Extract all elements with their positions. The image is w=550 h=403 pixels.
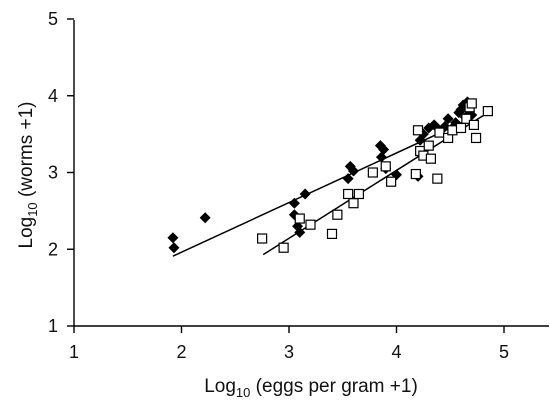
y-tick-label: 5 — [48, 9, 58, 29]
x-tick-label: 2 — [176, 342, 186, 362]
data-point-square — [423, 140, 434, 151]
data-point-square — [332, 209, 343, 220]
data-point-square — [466, 98, 477, 109]
data-point-square — [343, 188, 354, 200]
ticks: 1 2 3 4 5 1 2 3 4 5 — [48, 9, 509, 362]
data-point-diamond — [199, 212, 211, 224]
regression-line-1 — [172, 116, 475, 257]
data-point-diamond — [167, 232, 179, 244]
data-point-square — [257, 233, 268, 244]
data-point-diamond — [288, 197, 300, 209]
x-tick-label: 5 — [499, 342, 509, 362]
y-tick-label: 4 — [48, 86, 58, 106]
data-point-square — [447, 125, 458, 136]
y-axis-title: Log10 (worms +1) — [16, 102, 40, 249]
y-tick-label: 1 — [48, 316, 58, 336]
data-point-square — [455, 122, 467, 134]
x-tick-label: 1 — [69, 342, 79, 362]
data-point-square — [482, 105, 493, 117]
data-point-square — [326, 228, 338, 239]
data-point-diamond — [342, 173, 354, 185]
data-point-square — [410, 168, 421, 180]
data-point-square — [432, 173, 443, 184]
data-points — [167, 96, 493, 254]
data-point-square — [380, 161, 391, 172]
data-point-square — [348, 198, 359, 209]
data-point-square — [353, 188, 364, 200]
data-point-square — [425, 153, 436, 164]
x-axis-title: Log10 (eggs per gram +1) — [204, 376, 418, 400]
data-point-square — [278, 242, 289, 253]
data-point-square — [468, 119, 479, 131]
x-tick-label: 4 — [391, 342, 401, 362]
data-point-diamond — [299, 188, 311, 200]
data-point-diamond — [168, 242, 180, 254]
y-tick-label: 3 — [48, 163, 58, 183]
data-point-diamond — [348, 165, 359, 177]
data-point-square — [386, 176, 397, 187]
data-point-square — [294, 213, 305, 224]
data-point-square — [412, 125, 424, 136]
data-point-diamond — [375, 151, 387, 163]
data-point-square — [305, 219, 316, 230]
data-point-square — [367, 167, 378, 178]
data-point-square — [461, 113, 472, 124]
data-point-square — [434, 127, 445, 138]
data-point-diamond — [294, 226, 306, 238]
data-point-diamond — [442, 113, 454, 125]
x-tick-label: 3 — [284, 342, 294, 362]
y-tick-label: 2 — [48, 239, 58, 259]
data-point-diamond — [378, 143, 390, 155]
axes — [73, 20, 549, 327]
data-point-square — [470, 132, 482, 144]
